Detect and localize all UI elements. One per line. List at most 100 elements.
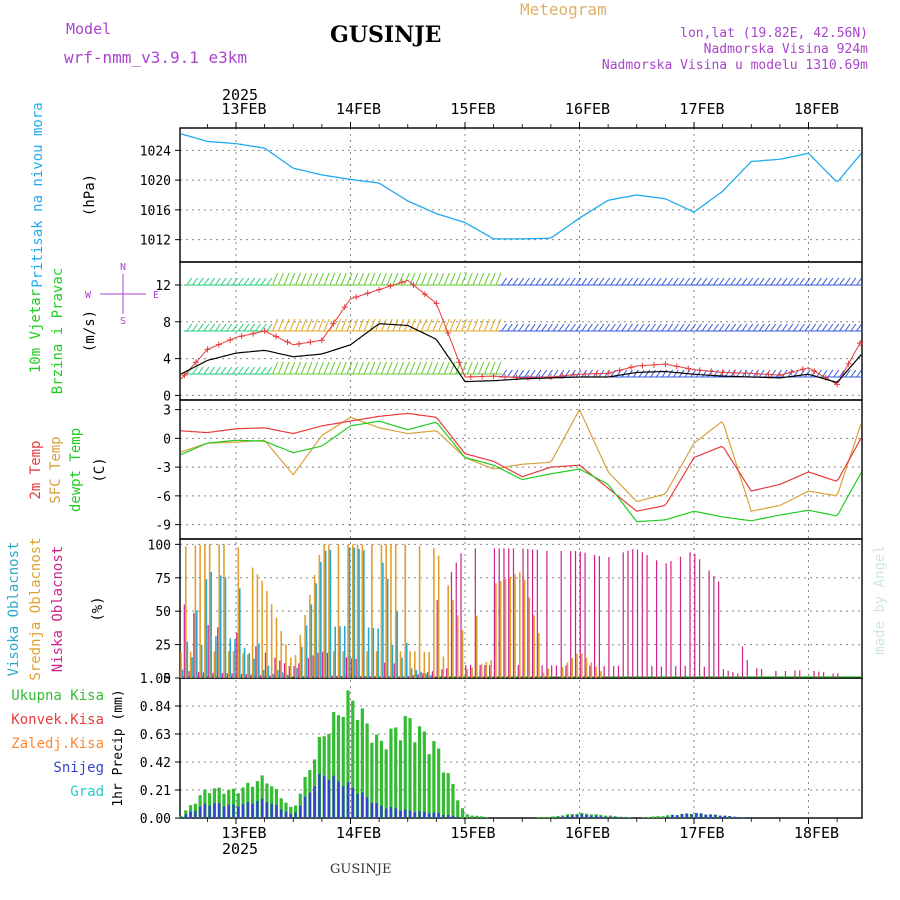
wind-barb xyxy=(432,272,439,286)
gust-marker xyxy=(250,330,257,337)
wind-barb xyxy=(615,277,622,286)
total-precip-bar xyxy=(408,718,412,818)
wind-barb xyxy=(684,277,691,286)
wind-barb xyxy=(581,277,588,286)
wind-barb xyxy=(266,366,273,375)
wind-barb xyxy=(255,366,261,375)
wind-barb xyxy=(363,318,370,332)
wind-barb xyxy=(758,323,765,332)
wind-barb xyxy=(839,323,845,332)
wind-barb xyxy=(403,272,410,286)
dir-south: S xyxy=(120,316,126,327)
y-tick-label: 0.42 xyxy=(140,756,171,771)
wind-barb xyxy=(558,277,565,286)
snow-bar xyxy=(618,817,622,818)
wind-barb xyxy=(844,369,851,378)
gust-marker xyxy=(673,363,680,370)
snow-bar xyxy=(179,817,183,818)
wind-barb xyxy=(844,323,851,332)
wind-barb xyxy=(346,318,353,332)
wind-barb xyxy=(632,369,639,378)
wind-barb xyxy=(346,361,353,375)
snow-bar xyxy=(604,816,607,818)
snow-bar xyxy=(456,816,459,818)
total-precip-bar xyxy=(484,817,488,818)
total-precip-bar xyxy=(289,806,293,818)
total-precip-bar xyxy=(341,716,345,818)
wind-barb xyxy=(667,323,674,332)
x-tick-label-top: 15FEB xyxy=(450,100,495,118)
wind-barb xyxy=(678,323,685,332)
panel-frame-clouds xyxy=(179,538,863,679)
total-precip-bar xyxy=(375,734,379,818)
precip-legend-item: Konvek.Kisa xyxy=(11,712,104,728)
dir-west: W xyxy=(85,290,92,301)
snow-bar xyxy=(289,813,292,818)
gust-marker xyxy=(364,290,371,297)
wind-barb xyxy=(277,272,284,286)
wind-barb xyxy=(701,323,708,332)
wind-barb xyxy=(844,277,851,286)
wind-barb xyxy=(627,323,633,332)
wind-barb xyxy=(678,277,685,286)
wind-barb xyxy=(787,369,794,378)
snow-bar xyxy=(666,816,669,818)
wind-barb xyxy=(764,323,771,332)
wind-barb xyxy=(804,277,811,286)
wind-barb xyxy=(472,272,479,286)
wind-barb xyxy=(289,272,296,286)
wind-barb xyxy=(535,369,542,378)
snow-bar xyxy=(265,802,269,818)
wind-barb xyxy=(529,323,536,332)
wind-speed-line xyxy=(180,323,862,383)
wind-gust-line xyxy=(180,279,862,385)
snow-bar xyxy=(327,779,331,818)
wind-barb xyxy=(358,361,364,375)
gust-marker xyxy=(662,361,669,368)
wind-barb xyxy=(243,366,250,375)
snow-bar xyxy=(399,810,402,818)
wind-barb xyxy=(547,277,553,286)
snow-bar xyxy=(423,811,426,818)
wind-barb xyxy=(793,277,800,286)
wind-barb xyxy=(713,323,719,332)
wind-barb xyxy=(421,318,427,332)
gust-marker xyxy=(215,341,222,348)
wind-barb xyxy=(323,318,330,332)
wind-label-2: Brzina i Pravac xyxy=(50,268,66,394)
snow-bar xyxy=(580,814,583,818)
wind-barb xyxy=(426,318,433,332)
wind-barb xyxy=(358,272,364,286)
wind-barb xyxy=(392,272,399,286)
snow-bar xyxy=(738,816,741,818)
wind-barb xyxy=(472,318,479,332)
wind-barb xyxy=(363,272,370,286)
y-tick-label: -9 xyxy=(155,519,171,534)
total-precip-bar xyxy=(441,772,446,818)
snow-bar xyxy=(733,816,736,818)
pressure-unit: (hPa) xyxy=(82,174,98,216)
wind-barb xyxy=(655,277,662,286)
total-precip-bar xyxy=(251,786,255,818)
wind-barb xyxy=(277,318,284,332)
wind-barb xyxy=(380,318,387,332)
gust-marker xyxy=(857,340,864,347)
wind-barb xyxy=(821,323,828,332)
wind-barb xyxy=(392,361,399,375)
wind-barb xyxy=(610,323,616,332)
wind-barb xyxy=(266,277,273,286)
gust-marker xyxy=(582,371,589,378)
snow-bar xyxy=(218,803,221,818)
total-precip-bar xyxy=(437,748,441,818)
gust-marker xyxy=(685,365,692,372)
x-tick-label-bottom: 15FEB xyxy=(450,824,495,842)
wind-barb xyxy=(856,323,862,332)
snow-bar xyxy=(676,815,679,818)
wind-barb xyxy=(753,277,759,286)
panel-frame-temperature xyxy=(179,399,863,540)
wind-barb xyxy=(415,318,422,332)
total-precip-bar xyxy=(627,817,632,818)
wind-barb xyxy=(833,369,840,378)
gust-marker xyxy=(399,279,406,286)
wind-barb xyxy=(569,277,576,286)
